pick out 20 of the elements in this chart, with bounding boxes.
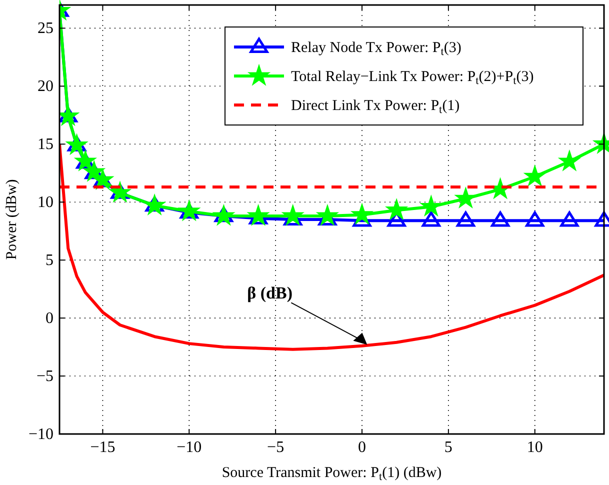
legend-label: Relay Node Tx Power: P$_{t}$(3) (291, 40, 462, 58)
annotation: β (dB) (247, 284, 293, 303)
x-tick-label: 10 (526, 439, 543, 456)
x-tick-label: 0 (358, 439, 366, 456)
x-tick-label: −5 (267, 439, 284, 456)
y-tick-label: −10 (28, 426, 54, 443)
x-tick-label: −10 (176, 439, 202, 456)
y-tick-label: 25 (38, 20, 54, 38)
y-tick-label: 10 (38, 194, 54, 212)
y-tick-label: 15 (38, 136, 54, 154)
y-tick-label: 20 (38, 78, 54, 96)
y-tick-label: −5 (36, 368, 54, 386)
y-tick-label: 5 (46, 252, 54, 270)
y-axis-title: Power (dBw) (4, 179, 20, 260)
legend-label: Total Relay−Link Tx Power: P$_{t}$(2)+P$_{t}$(3) (291, 69, 534, 88)
legend-label: Direct Link Tx Power: P$_{t}$(1) (291, 98, 460, 116)
x-tick-label: −15 (90, 439, 116, 456)
x-axis-title: Source Transmit Power: P$_{t}$(1) (dBw) (222, 465, 442, 484)
y-tick-label: 0 (46, 310, 54, 328)
x-tick-label: 5 (444, 439, 452, 456)
